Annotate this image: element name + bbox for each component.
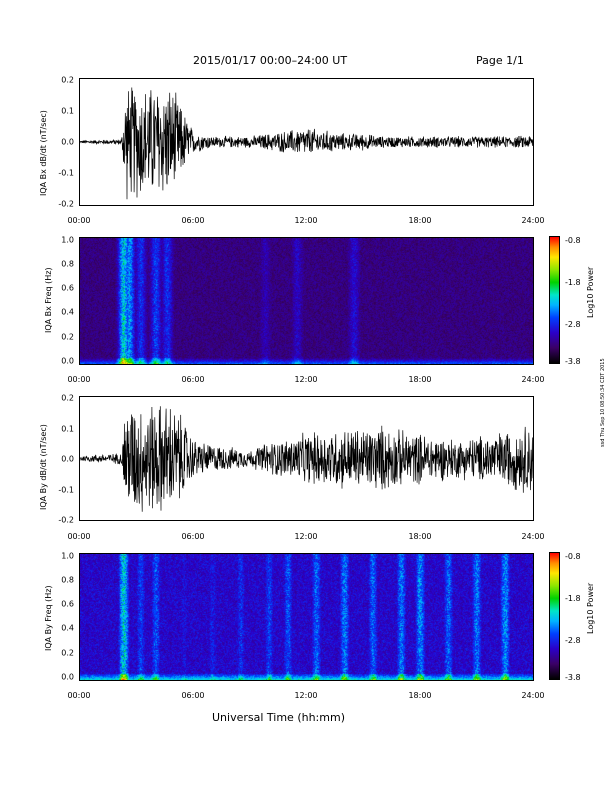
y-tick: -0.1	[58, 168, 74, 178]
colorbar-tick: -2.8	[565, 320, 581, 329]
colorbar-tick: -2.8	[565, 636, 581, 645]
y-tick: 0.0	[61, 356, 74, 366]
x-tick: 06:00	[181, 532, 205, 541]
page-number: Page 1/1	[476, 54, 524, 67]
x-tick: 24:00	[521, 532, 545, 541]
bx-dbdt-trace	[80, 87, 533, 200]
x-tick: 12:00	[294, 375, 318, 384]
generation-stamp: ssd Thu Sep 10 08:50:34 CDT 2015	[600, 358, 606, 447]
x-tick: 24:00	[521, 216, 545, 225]
y-tick: 0.2	[61, 393, 74, 403]
bx-dbdt-plot	[79, 78, 534, 206]
y-tick: 0.6	[61, 283, 74, 293]
colorbar-tick: -0.8	[565, 236, 581, 245]
bx-spectrogram	[79, 237, 534, 365]
x-tick: 12:00	[294, 532, 318, 541]
x-tick: 06:00	[181, 216, 205, 225]
trace-line	[80, 406, 533, 512]
x-tick: 00:00	[67, 375, 91, 384]
x-tick: 12:00	[294, 691, 318, 700]
y-tick: 0.1	[61, 424, 74, 434]
bx-spectrogram-image	[80, 238, 533, 364]
by-colorbar-label: Log10 Power	[586, 582, 595, 634]
bx-colorbar-label: Log10 Power	[586, 266, 595, 318]
y-tick: -0.1	[58, 485, 74, 495]
y-tick: 0.2	[61, 332, 74, 342]
x-tick: 18:00	[408, 375, 432, 384]
y-tick: -0.2	[58, 515, 74, 525]
y-tick: 1.0	[61, 235, 74, 245]
by-dbdt-ylabel: IQA By dB/dt (nT/sec)	[39, 424, 48, 510]
x-tick: 06:00	[181, 691, 205, 700]
trace-line	[80, 87, 533, 200]
y-tick: -0.2	[58, 199, 74, 209]
x-tick: 24:00	[521, 375, 545, 384]
x-tick: 00:00	[67, 216, 91, 225]
bx-dbdt-ylabel: IQA Bx dB/dt (nT/sec)	[39, 110, 48, 196]
y-tick: 0.4	[61, 307, 74, 317]
colorbar-tick: -0.8	[565, 552, 581, 561]
colorbar-tick: -1.8	[565, 594, 581, 603]
x-tick: 18:00	[408, 216, 432, 225]
y-tick: 0.4	[61, 623, 74, 633]
x-tick: 06:00	[181, 375, 205, 384]
y-tick: 0.6	[61, 599, 74, 609]
by-dbdt-trace	[80, 406, 533, 512]
bx-colorbar	[549, 236, 560, 364]
by-colorbar	[549, 552, 560, 680]
x-tick: 24:00	[521, 691, 545, 700]
y-tick: 0.1	[61, 106, 74, 116]
by-spectrogram	[79, 553, 534, 681]
x-tick: 18:00	[408, 691, 432, 700]
y-tick: 0.8	[61, 575, 74, 585]
y-tick: 0.0	[61, 137, 74, 147]
by-freq-ylabel: IQA By Freq (Hz)	[44, 585, 53, 651]
y-tick: 0.2	[61, 648, 74, 658]
bx-freq-ylabel: IQA Bx Freq (Hz)	[44, 267, 53, 333]
y-tick: 0.0	[61, 454, 74, 464]
x-tick: 12:00	[294, 216, 318, 225]
by-dbdt-plot	[79, 396, 534, 521]
colorbar-tick: -3.8	[565, 673, 581, 682]
page-title: 2015/01/17 00:00–24:00 UT	[193, 54, 348, 67]
colorbar-tick: -3.8	[565, 357, 581, 366]
colorbar-tick: -1.8	[565, 278, 581, 287]
x-tick: 00:00	[67, 532, 91, 541]
x-tick: 00:00	[67, 691, 91, 700]
by-spectrogram-image	[80, 554, 533, 680]
y-tick: 1.0	[61, 551, 74, 561]
y-tick: 0.0	[61, 672, 74, 682]
y-tick: 0.2	[61, 75, 74, 85]
y-tick: 0.8	[61, 259, 74, 269]
x-tick: 18:00	[408, 532, 432, 541]
x-axis-label: Universal Time (hh:mm)	[212, 711, 345, 724]
